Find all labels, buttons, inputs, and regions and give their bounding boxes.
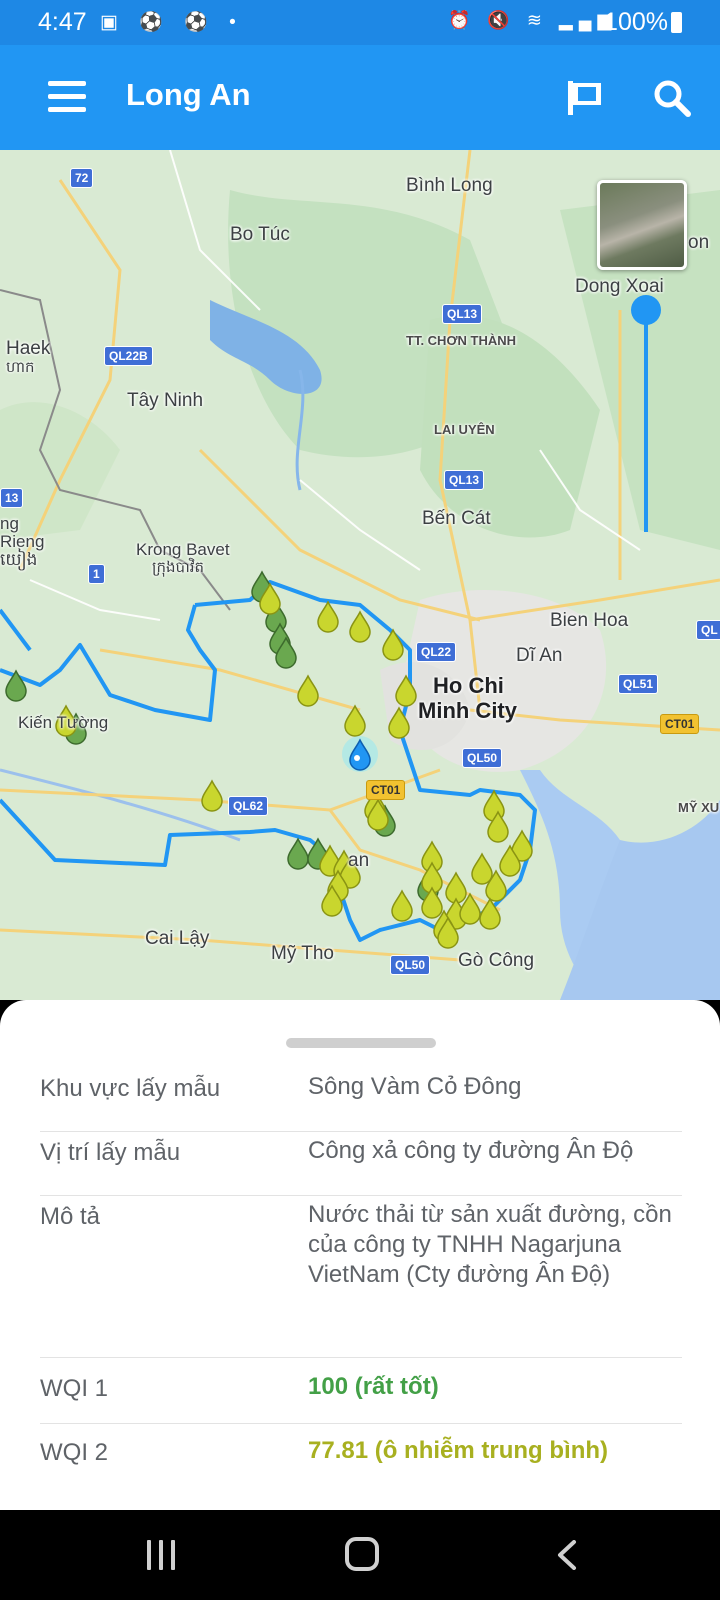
search-icon[interactable] [652, 78, 692, 118]
wqi1-value: 100 (rất tốt) [308, 1373, 439, 1400]
battery-icon [671, 12, 682, 33]
system-icons: ⏰ 🔇 ≋ ▂▄▆ [448, 10, 618, 30]
place-tay-ninh: Tây Ninh [127, 390, 204, 411]
road-ql62: QL62 [228, 796, 269, 816]
marker-medium[interactable] [388, 707, 410, 739]
place-krong-bavet: Krong Bavet [136, 540, 230, 559]
marker-medium[interactable] [479, 898, 501, 930]
sheet-drag-handle[interactable] [286, 1038, 436, 1048]
wqi2-label: WQI 2 [40, 1439, 109, 1466]
place-haek: Haek [6, 338, 51, 359]
place-hcmc-line1: Ho Chi [433, 673, 504, 698]
marker-good-group [5, 571, 439, 902]
status-time: 4:47 [38, 8, 87, 36]
road-ql-edge: QL [696, 620, 720, 640]
marker-good[interactable] [287, 838, 309, 870]
detail-row-sampling-area: Khu vực lấy mẫu Sông Vàm Cỏ Đông [40, 1072, 682, 1132]
recent-apps-icon[interactable] [147, 1540, 177, 1570]
marker-good[interactable] [5, 670, 27, 702]
status-bar: 4:47 ▣ ⚽ ⚽ • ⏰ 🔇 ≋ ▂▄▆ 100% [0, 0, 720, 45]
marker-medium[interactable] [349, 611, 371, 643]
sampling-location-value: Công xả công ty đường Ân Độ [308, 1137, 634, 1164]
map-view[interactable]: Bình Long Bo Túc Dong Xoai Haek ហាក Tây … [0, 150, 720, 1000]
description-label: Mô tả [40, 1203, 101, 1230]
opacity-slider-handle[interactable] [631, 295, 661, 325]
sampling-area-label: Khu vực lấy mẫu [40, 1075, 221, 1102]
sampling-location-label: Vị trí lấy mẫu [40, 1139, 181, 1166]
road-ql13a: QL13 [442, 304, 483, 324]
place-bo-tuc: Bo Túc [230, 224, 290, 245]
system-navigation-bar [0, 1510, 720, 1600]
marker-medium[interactable] [317, 601, 339, 633]
road-ql50a: QL50 [462, 748, 503, 768]
place-krong-bavet-khmer: ក្រុងបាវិត [152, 559, 205, 576]
place-an-edge: an [348, 850, 370, 871]
description-value: Nước thải từ sản xuất đường, cồn của côn… [308, 1201, 672, 1288]
place-go-cong: Gò Công [458, 950, 535, 971]
place-on-edge: on [688, 232, 710, 253]
marker-medium[interactable] [471, 853, 493, 885]
detail-row-wqi2: WQI 2 77.81 (ô nhiễm trung bình) [40, 1436, 682, 1476]
place-kien-tuong: Kiến Tường [18, 713, 109, 732]
marker-medium[interactable] [297, 675, 319, 707]
detail-row-sampling-location: Vị trí lấy mẫu Công xả công ty đường Ân … [40, 1136, 682, 1196]
satellite-layer-toggle[interactable] [597, 180, 687, 270]
marker-medium[interactable] [395, 675, 417, 707]
app-title: Long An [126, 77, 251, 112]
marker-selected[interactable] [342, 736, 378, 772]
wqi2-value: 77.81 (ô nhiễm trung bình) [308, 1437, 609, 1464]
place-my-xu: MỸ XU [678, 800, 720, 815]
opacity-slider-track[interactable] [644, 310, 648, 532]
sampling-area-value: Sông Vàm Cỏ Đông [308, 1073, 522, 1100]
place-bien-hoa: Bien Hoa [550, 610, 629, 631]
road-13: 13 [0, 488, 24, 508]
water-quality-markers [5, 571, 533, 949]
detail-row-wqi1: WQI 1 100 (rất tốt) [40, 1372, 682, 1424]
place-ben-cat: Bến Cát [422, 508, 491, 529]
marker-medium[interactable] [201, 780, 223, 812]
road-ql22: QL22 [416, 642, 457, 662]
notification-icons: ▣ ⚽ ⚽ • [100, 12, 244, 33]
place-chon-thanh: TT. CHƠN THÀNH [406, 333, 517, 348]
place-haek-khmer: ហាក [6, 359, 35, 376]
back-icon[interactable] [556, 1540, 578, 1570]
hamburger-menu-icon[interactable] [48, 81, 86, 113]
marker-medium[interactable] [382, 629, 404, 661]
road-ql13b: QL13 [444, 470, 485, 490]
place-cai-lay: Cai Lậy [145, 928, 210, 949]
road-1: 1 [88, 564, 105, 584]
road-ql50b: QL50 [390, 955, 431, 975]
marker-medium-group [55, 583, 533, 949]
marker-medium[interactable] [391, 890, 413, 922]
place-my-tho: Mỹ Tho [271, 943, 335, 964]
road-72: 72 [70, 168, 94, 188]
home-icon[interactable] [345, 1537, 379, 1571]
road-ct01b: CT01 [660, 714, 700, 734]
place-hcmc-line2: Minh City [418, 698, 517, 723]
marker-medium[interactable] [344, 705, 366, 737]
road-ql51: QL51 [618, 674, 659, 694]
flag-icon[interactable] [566, 77, 604, 117]
app-bar: Long An [0, 45, 720, 150]
road-ql22b: QL22B [104, 346, 153, 366]
place-di-an: Dĩ An [516, 645, 563, 666]
wqi1-label: WQI 1 [40, 1375, 109, 1402]
station-detail-sheet: Khu vực lấy mẫu Sông Vàm Cỏ Đông Vị trí … [0, 1000, 720, 1510]
place-dong-xoai: Dong Xoai [575, 276, 664, 297]
road-ct01a: CT01 [366, 780, 406, 800]
place-rieng: ng Rieng យៀង [0, 514, 45, 569]
battery-level: 100% [604, 8, 668, 36]
place-binh-long: Bình Long [406, 175, 493, 196]
detail-row-description: Mô tả Nước thải từ sản xuất đường, cồn c… [40, 1200, 682, 1358]
place-lai-uyen: LAI UYÊN [434, 422, 495, 437]
